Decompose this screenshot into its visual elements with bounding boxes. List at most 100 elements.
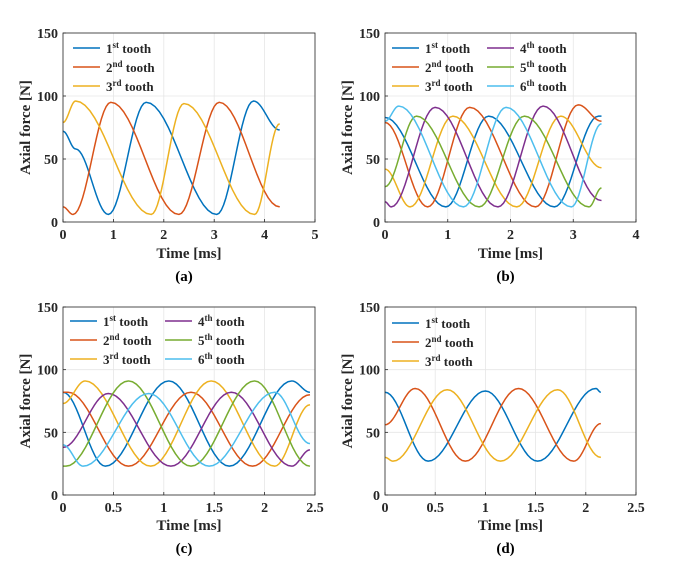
x-tick-label: 2.5 (627, 501, 645, 516)
legend-number: 3 (425, 354, 432, 369)
legend-entry-tooth-1: 1st tooth (70, 313, 149, 329)
x-tick-label: 0 (382, 501, 389, 516)
x-tick-label: 2.5 (306, 501, 324, 516)
panel-caption: (b) (496, 269, 514, 285)
legend-ordinal-suffix: st (110, 313, 117, 323)
x-tick-label: 0 (382, 228, 389, 243)
legend-suffix: tooth (438, 316, 471, 331)
y-tick-label: 150 (359, 27, 380, 42)
plot-area (63, 33, 315, 222)
series-line-tooth-6 (62, 391, 311, 467)
series-line-tooth-3 (384, 115, 602, 208)
legend-number: 6 (520, 79, 527, 94)
legend-entry-tooth-3: 3rd tooth (73, 78, 154, 94)
x-tick-label: 4 (261, 228, 268, 243)
y-tick-label: 100 (37, 364, 58, 379)
legend-ordinal-suffix: nd (110, 332, 120, 342)
legend-number: 2 (106, 60, 113, 75)
legend-number: 4 (198, 314, 205, 329)
legend-label: 2nd tooth (103, 332, 152, 348)
legend-label: 4th tooth (198, 313, 245, 329)
x-tick-label: 2 (261, 501, 268, 516)
x-tick-label: 2 (160, 228, 167, 243)
x-tick-label: 2 (582, 501, 589, 516)
legend-suffix: tooth (442, 60, 475, 75)
panel-caption: (a) (175, 269, 193, 285)
legend-number: 2 (103, 333, 110, 348)
y-axis-label: Axial force [N] (340, 354, 356, 449)
x-tick-label: 0 (60, 501, 67, 516)
y-axis-label: Axial force [N] (18, 80, 34, 175)
legend-suffix: tooth (120, 333, 153, 348)
legend-number: 3 (103, 352, 110, 367)
x-tick-label: 1 (110, 228, 117, 243)
x-tick-label: 0.5 (105, 501, 123, 516)
y-axis-label: Axial force [N] (18, 354, 34, 449)
legend-ordinal-suffix: th (527, 59, 535, 69)
legend-suffix: tooth (535, 60, 568, 75)
panel-caption: (d) (496, 541, 514, 557)
series-line-tooth-1 (384, 115, 603, 208)
legend-entry-tooth-3: 3rd tooth (392, 353, 473, 369)
y-tick-label: 0 (373, 216, 380, 231)
legend-ordinal-suffix: th (205, 332, 213, 342)
legend-ordinal-suffix: st (113, 40, 120, 50)
legend-entry-tooth-5: 5th tooth (165, 332, 245, 348)
series-line-tooth-1 (62, 380, 311, 467)
x-tick-label: 1.5 (527, 501, 545, 516)
y-tick-label: 50 (44, 153, 58, 168)
legend-suffix: tooth (119, 352, 152, 367)
y-tick-label: 150 (37, 27, 58, 42)
legend-label: 1st tooth (103, 313, 149, 329)
x-tick-label: 1 (160, 501, 167, 516)
legend-label: 2nd tooth (425, 59, 474, 75)
legend-entry-tooth-6: 6th tooth (165, 351, 245, 367)
legend-number: 2 (425, 60, 432, 75)
legend-number: 5 (198, 333, 205, 348)
legend-label: 3rd tooth (106, 78, 154, 94)
panel-d: 0 0.5 1 1.5 2 2.5 0 50 100 150 Time [ms] Axial forc… (340, 301, 645, 557)
legend-ordinal-suffix: nd (432, 334, 442, 344)
y-tick-label: 50 (366, 426, 380, 441)
legend-entry-tooth-3: 3rd tooth (392, 78, 473, 94)
legend-ordinal-suffix: rd (110, 351, 119, 361)
legend-number: 2 (425, 335, 432, 350)
y-tick-label: 50 (366, 153, 380, 168)
axes-box (62, 32, 316, 223)
x-tick-label: 4 (633, 228, 640, 243)
legend-entry-tooth-1: 1st tooth (392, 315, 471, 331)
series-line-tooth-2 (62, 391, 311, 467)
series-line-tooth-6 (384, 105, 602, 208)
x-axis-label: Time [ms] (156, 518, 221, 534)
legend-label: 3rd tooth (425, 353, 473, 369)
series-line-tooth-1 (62, 100, 280, 216)
x-tick-label: 1 (482, 501, 489, 516)
x-tick-label: 3 (211, 228, 218, 243)
legend-ordinal-suffix: rd (432, 353, 441, 363)
legend-entry-tooth-4: 4th tooth (165, 313, 245, 329)
legend-suffix: tooth (535, 41, 568, 56)
series-line-tooth-5 (62, 380, 311, 467)
legend-suffix: tooth (535, 79, 568, 94)
legend-number: 1 (425, 316, 432, 331)
x-tick-label: 5 (312, 228, 319, 243)
legend-ordinal-suffix: st (432, 315, 439, 325)
y-axis-label: Axial force [N] (340, 80, 356, 175)
y-tick-label: 100 (359, 90, 380, 105)
y-tick-label: 150 (359, 301, 380, 316)
legend-suffix: tooth (441, 354, 474, 369)
y-tick-label: 50 (44, 426, 58, 441)
legend-suffix: tooth (442, 335, 475, 350)
legend-ordinal-suffix: th (205, 313, 213, 323)
legend-ordinal-suffix: nd (432, 59, 442, 69)
legend-entry-tooth-2: 2nd tooth (392, 59, 474, 75)
x-tick-label: 1 (444, 228, 451, 243)
x-axis-label: Time [ms] (478, 518, 543, 534)
legend-label: 3rd tooth (425, 78, 473, 94)
legend-label: 5th tooth (198, 332, 245, 348)
legend-suffix: tooth (123, 60, 156, 75)
legend-suffix: tooth (441, 79, 474, 94)
legend-number: 3 (425, 79, 432, 94)
